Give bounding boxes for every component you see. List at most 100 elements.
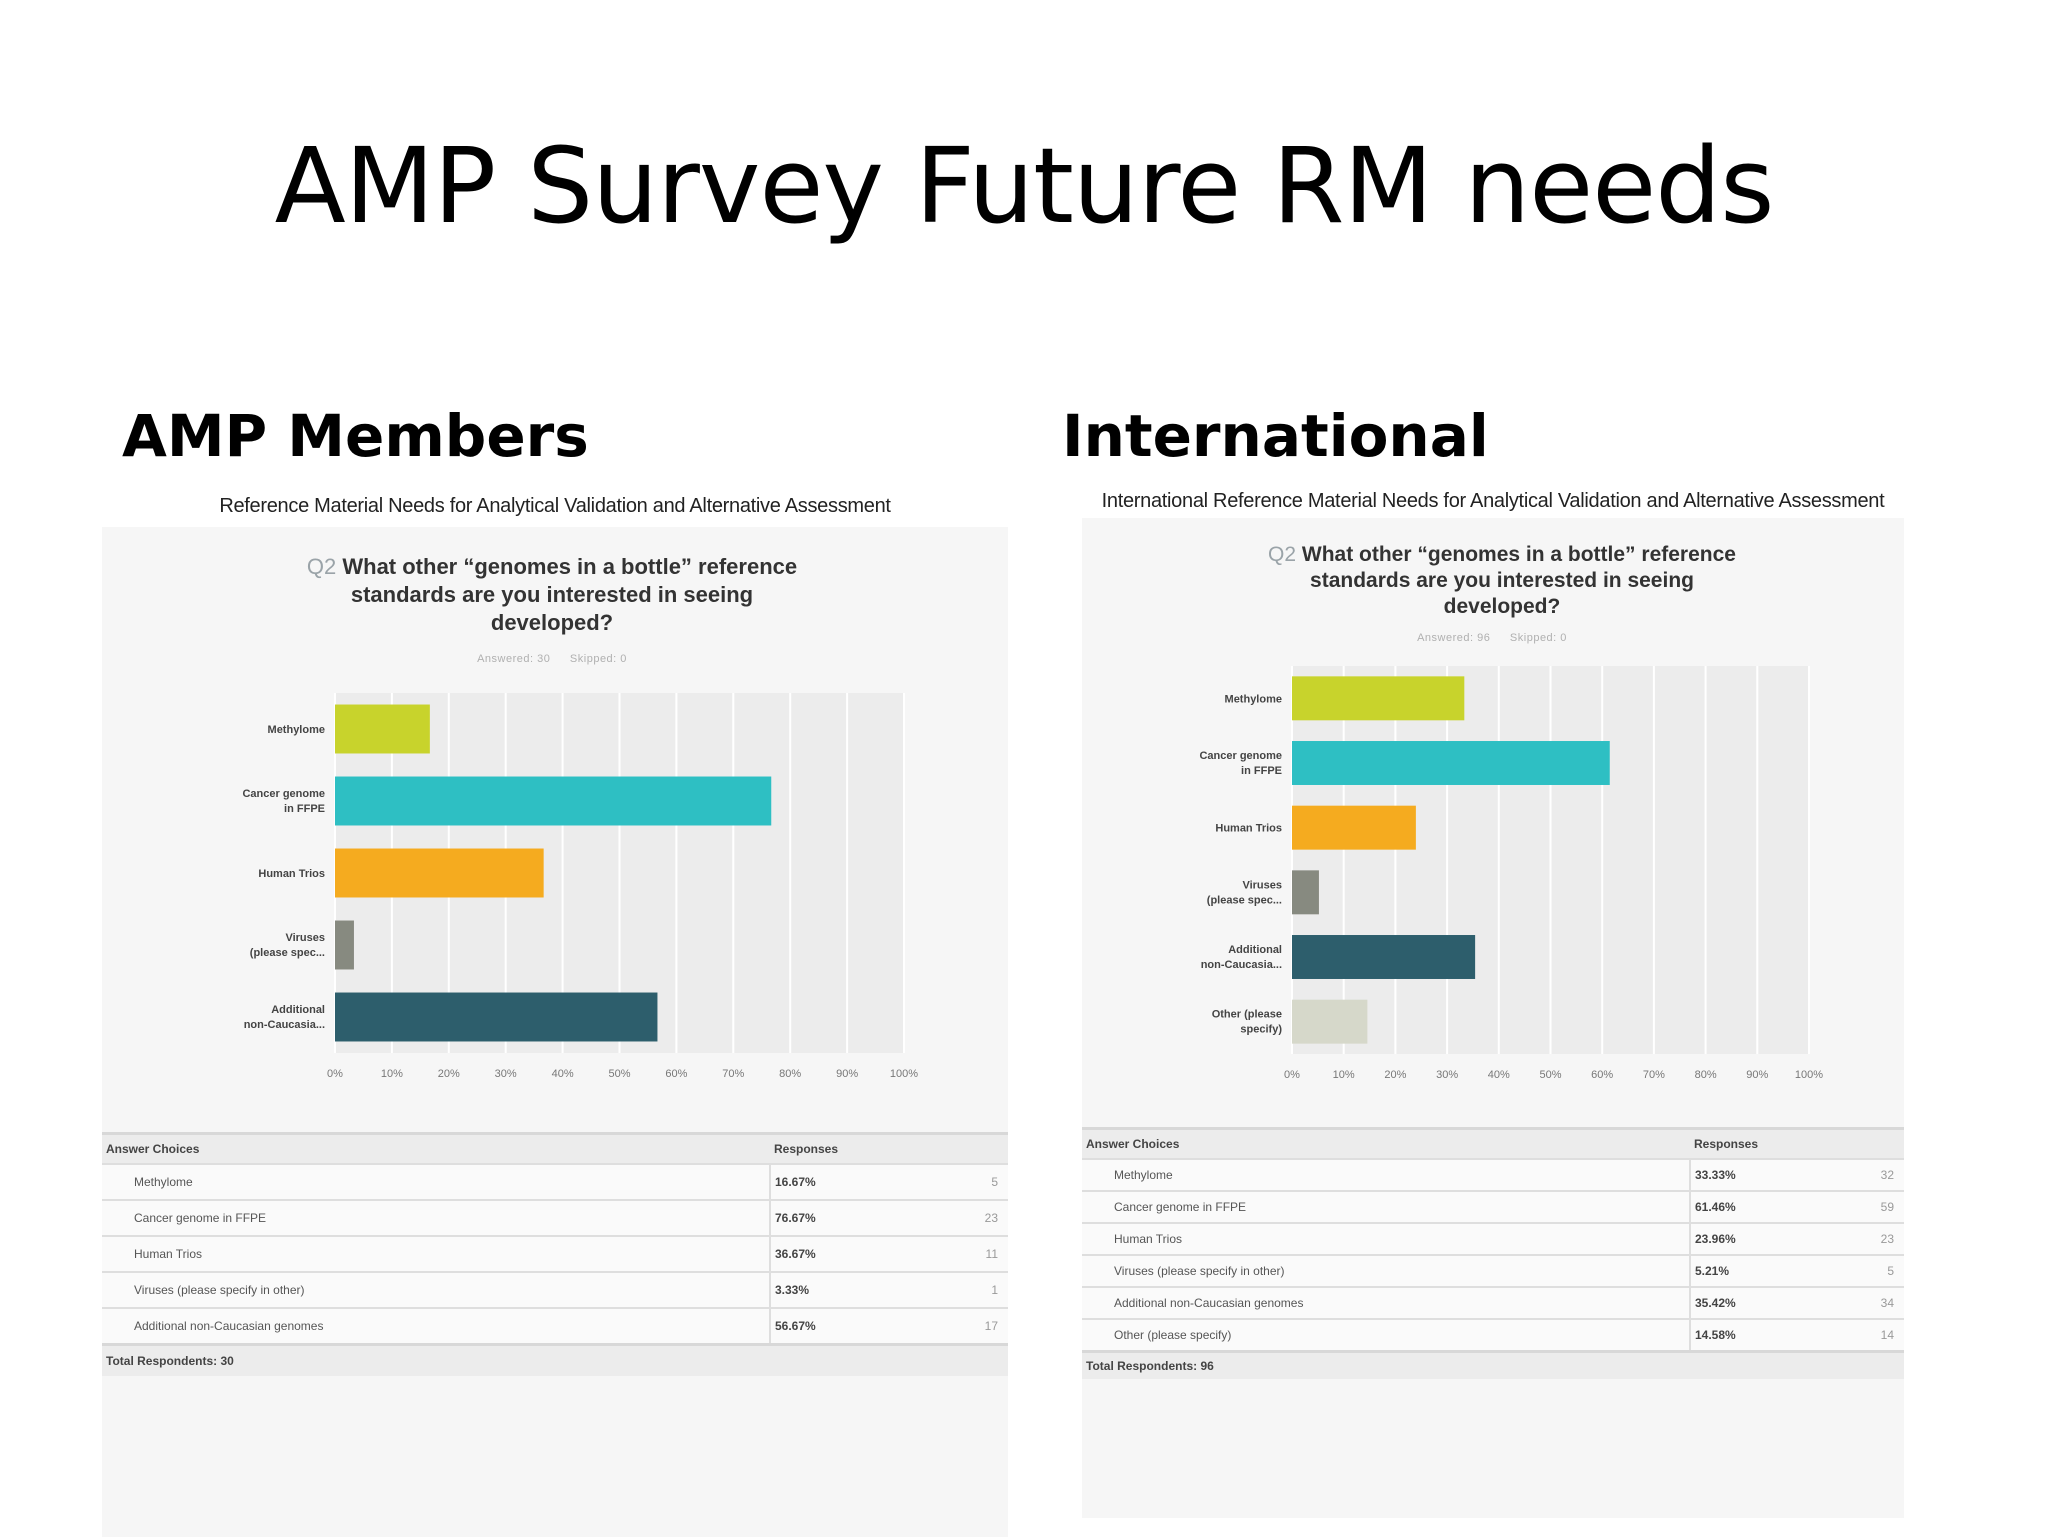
response-count: 5 — [1828, 1254, 1904, 1287]
response-count: 32 — [1828, 1158, 1904, 1191]
bar — [335, 776, 772, 826]
skipped-count: Skipped: 0 — [1509, 632, 1567, 644]
x-tick-label: 70% — [1643, 1069, 1665, 1081]
x-tick-label: 40% — [1488, 1069, 1510, 1081]
x-tick-label: 50% — [1539, 1069, 1561, 1081]
category-label: Additional non-Caucasia... — [1201, 944, 1282, 971]
response-percent: 3.33% — [769, 1271, 924, 1308]
bar — [335, 992, 658, 1042]
response-percent: 16.67% — [769, 1163, 924, 1200]
response-count: 23 — [923, 1199, 1008, 1236]
answered-count: Answered: 96 — [1417, 632, 1491, 644]
skipped-count: Skipped: 0 — [569, 653, 627, 665]
bar — [1292, 741, 1610, 785]
category-label: Viruses (please spec... — [250, 932, 325, 959]
bar — [1292, 870, 1319, 915]
table-row: Cancer genome in FFPE 61.46% 59 — [1082, 1190, 1904, 1223]
x-tick-label: 90% — [1746, 1069, 1768, 1081]
answer-choice: Additional non-Caucasian genomes — [1082, 1286, 1690, 1319]
category-label: Methylome — [1225, 693, 1282, 705]
category-label: Cancer genome in FFPE — [242, 788, 325, 815]
table-row: Methylome 16.67% 5 — [102, 1163, 1008, 1200]
category-label: Methylome — [268, 724, 325, 736]
x-tick-label: 0% — [1284, 1069, 1300, 1081]
x-tick-label: 80% — [779, 1068, 801, 1080]
amp-members-panel: Reference Material Needs for Analytical … — [102, 495, 1008, 1537]
response-count: 23 — [1828, 1222, 1904, 1255]
x-tick-label: 80% — [1695, 1069, 1717, 1081]
table-row: Viruses (please specify in other) 3.33% 1 — [102, 1271, 1008, 1308]
table-row: Additional non-Caucasian genomes 56.67% 17 — [102, 1307, 1008, 1344]
answer-choice: Viruses (please specify in other) — [1082, 1254, 1690, 1287]
amp-members-bar-chart: 0% 10% 20% 30% 40% 50% 60% 70% 80% 90% 100% Methylo… — [242, 693, 918, 1080]
bar — [335, 920, 354, 970]
response-percent: 61.46% — [1688, 1190, 1829, 1223]
category-label: Cancer genome in FFPE — [1199, 750, 1282, 777]
response-percent: 36.67% — [769, 1235, 924, 1272]
international-heading: International — [1062, 402, 1489, 470]
responses-header: Responses — [770, 1132, 1008, 1164]
question-text: Q2 What other “genomes in a bottle” refe… — [1252, 542, 1752, 620]
table-row: Methylome 33.33% 32 — [1082, 1158, 1904, 1191]
panel-title: Reference Material Needs for Analytical … — [219, 495, 891, 517]
amp-members-response-table: Answer Choices Responses Methylome 16.67%… — [102, 1132, 1008, 1376]
x-tick-label: 20% — [438, 1068, 460, 1080]
table-header-row: Answer Choices Responses — [102, 1132, 1008, 1164]
question-body: What other “genomes in a bottle” referen… — [342, 554, 798, 635]
table-row: Additional non-Caucasian genomes 35.42% 34 — [1082, 1286, 1904, 1319]
x-tick-label: 20% — [1384, 1069, 1406, 1081]
response-percent: 33.33% — [1688, 1158, 1829, 1191]
answered-skipped: Answered: 96 Skipped: 0 — [1282, 632, 1702, 644]
x-tick-label: 70% — [722, 1068, 744, 1080]
x-tick-label: 0% — [327, 1068, 343, 1080]
answer-choice: Other (please specify) — [1082, 1318, 1690, 1351]
answer-choice: Methylome — [102, 1163, 770, 1200]
x-tick-label: 60% — [1591, 1069, 1613, 1081]
answer-choice: Additional non-Caucasian genomes — [102, 1307, 770, 1344]
response-count: 11 — [923, 1235, 1008, 1272]
x-tick-label: 30% — [495, 1068, 517, 1080]
international-response-table: Answer Choices Responses Methylome 33.33%… — [1082, 1127, 1904, 1379]
response-percent: 56.67% — [769, 1307, 924, 1344]
x-tick-label: 60% — [665, 1068, 687, 1080]
response-count: 59 — [1828, 1190, 1904, 1223]
response-percent: 14.58% — [1688, 1318, 1829, 1351]
bar — [335, 848, 544, 898]
x-tick-label: 100% — [890, 1068, 918, 1080]
x-tick-label: 100% — [1795, 1069, 1823, 1081]
x-tick-label: 90% — [836, 1068, 858, 1080]
international-bar-chart: 0% 10% 20% 30% 40% 50% 60% 70% 80% 90% 100% Methylo… — [1199, 666, 1823, 1081]
answer-choice: Cancer genome in FFPE — [102, 1199, 770, 1236]
category-label: Human Trios — [258, 868, 325, 880]
answer-choice: Viruses (please specify in other) — [102, 1271, 770, 1308]
answer-choices-header: Answer Choices — [1082, 1127, 1690, 1159]
answer-choice: Methylome — [1082, 1158, 1690, 1191]
bar — [335, 704, 430, 754]
response-count: 34 — [1828, 1286, 1904, 1319]
panel-title: International Reference Material Needs f… — [1101, 490, 1885, 512]
question-text: Q2 What other “genomes in a bottle” refe… — [292, 553, 812, 637]
amp-members-heading: AMP Members — [122, 402, 589, 470]
question-number: Q2 — [1268, 543, 1297, 566]
table-row: Cancer genome in FFPE 76.67% 23 — [102, 1199, 1008, 1236]
slide-title: AMP Survey Future RM needs — [274, 125, 1775, 247]
answer-choice: Cancer genome in FFPE — [1082, 1190, 1690, 1223]
answer-choice: Human Trios — [1082, 1222, 1690, 1255]
total-respondents-row: Total Respondents: 30 — [102, 1342, 1008, 1376]
response-percent: 35.42% — [1688, 1286, 1829, 1319]
table-header-row: Answer Choices Responses — [1082, 1127, 1904, 1159]
response-count: 5 — [923, 1163, 1008, 1200]
response-percent: 23.96% — [1688, 1222, 1829, 1255]
question-number: Q2 — [306, 554, 337, 579]
answered-count: Answered: 30 — [477, 653, 551, 665]
answered-skipped: Answered: 30 Skipped: 0 — [342, 653, 762, 665]
total-respondents: Total Respondents: 96 — [1082, 1349, 1904, 1379]
question-body: What other “genomes in a bottle” referen… — [1301, 543, 1736, 618]
x-tick-label: 10% — [1333, 1069, 1355, 1081]
responses-header: Responses — [1690, 1127, 1904, 1159]
category-label: Other (please specify) — [1212, 1009, 1283, 1036]
response-percent: 5.21% — [1688, 1254, 1829, 1287]
category-label: Viruses (please spec... — [1207, 879, 1282, 906]
bar — [1292, 935, 1476, 979]
response-count: 1 — [923, 1271, 1008, 1308]
